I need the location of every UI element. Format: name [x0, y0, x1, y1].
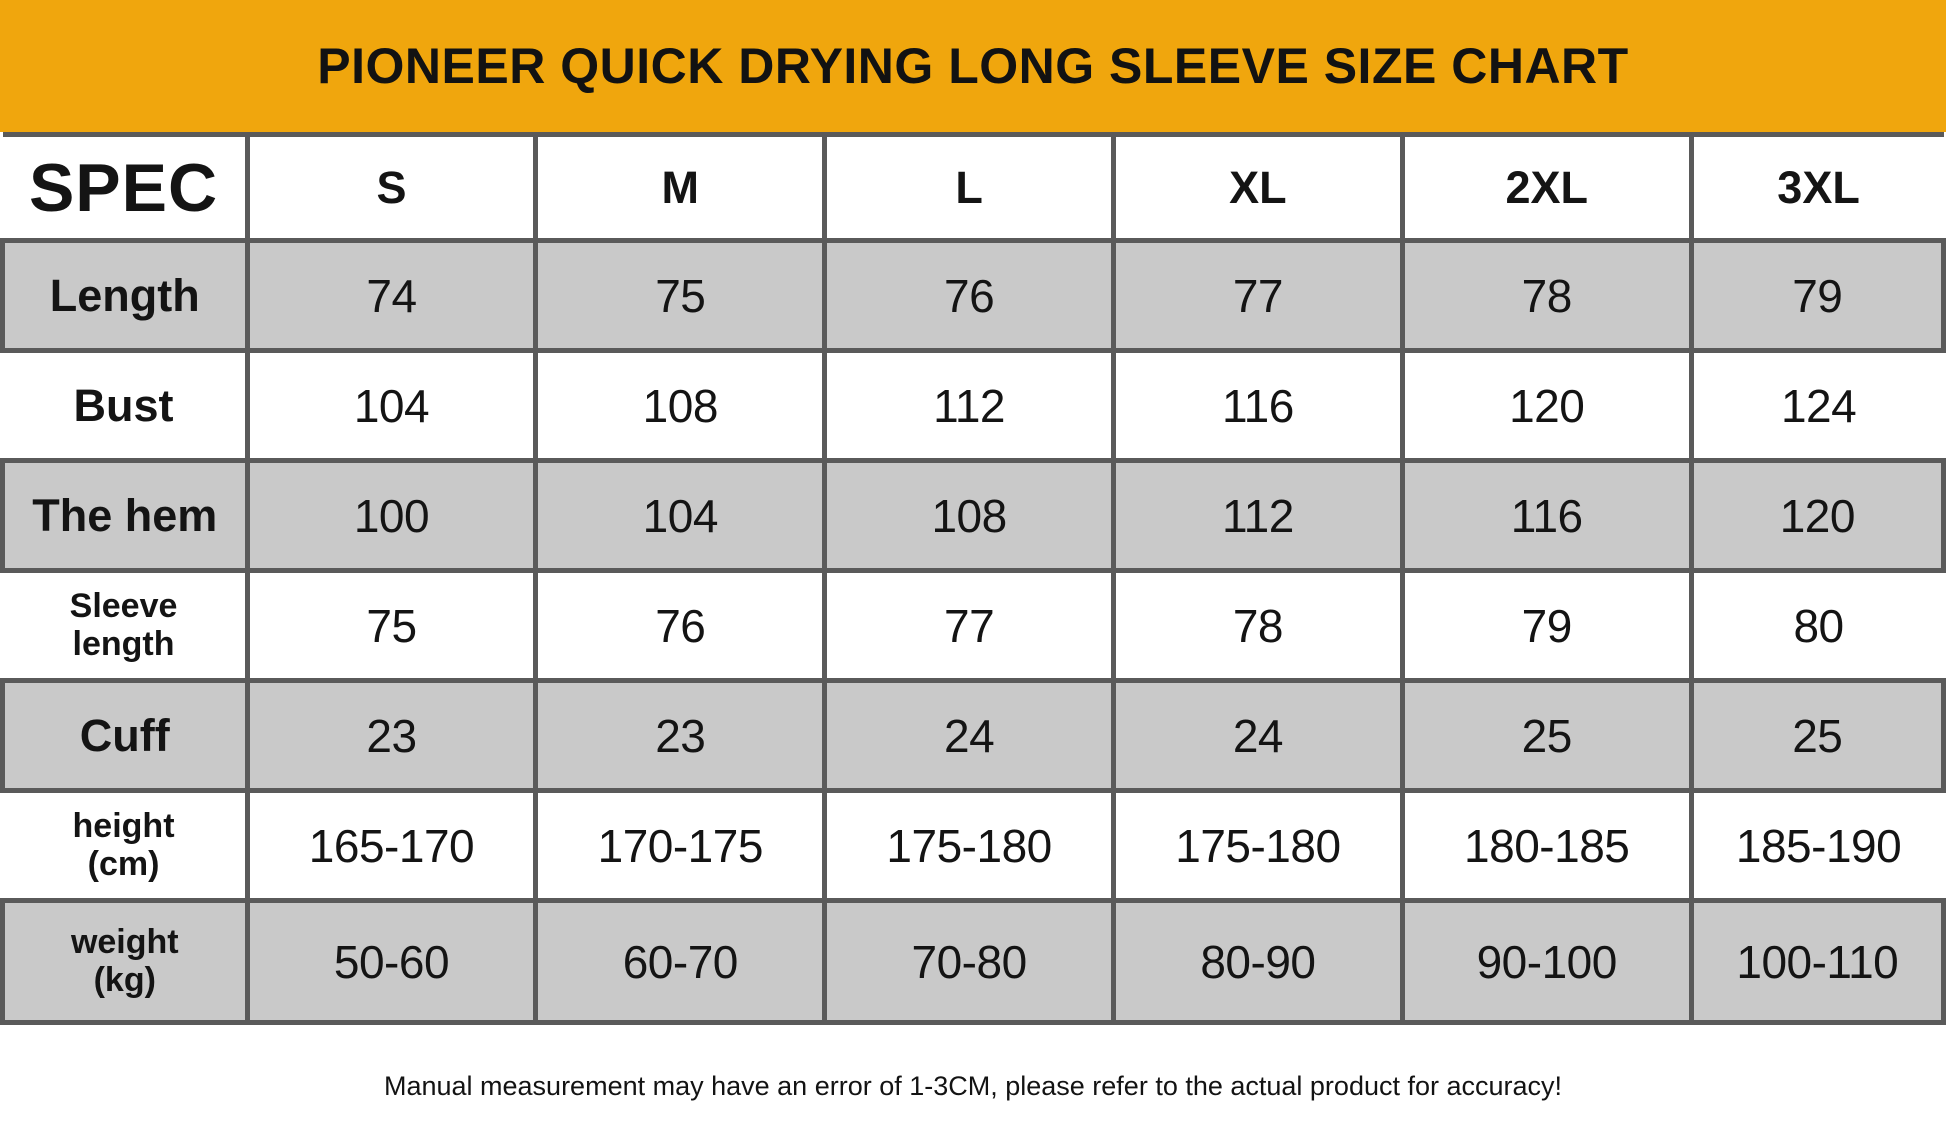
table-cell: 50-60 [244, 898, 539, 1025]
table-cell: 104 [244, 348, 539, 463]
row-label-sleeve-length: Sleeve length [2, 568, 250, 683]
row-label-bust: Bust [2, 348, 250, 463]
table-cell: 112 [822, 348, 1116, 463]
table-cell: 75 [533, 238, 828, 353]
table-cell: 100 [244, 458, 539, 573]
table-cell: 124 [1688, 348, 1944, 463]
column-header-l: L [822, 132, 1116, 243]
table-row-cuff: Cuff 23 23 24 24 25 25 [0, 678, 1946, 793]
table-cell: 79 [1399, 568, 1694, 683]
table-cell: 78 [1399, 238, 1694, 353]
column-header-s: S [244, 132, 539, 243]
table-row-length: Length 74 75 76 77 78 79 [0, 238, 1946, 353]
table-row-bust: Bust 104 108 112 116 120 124 [2, 348, 1944, 463]
column-header-3xl: 3XL [1688, 132, 1944, 243]
table-cell: 100-110 [1688, 898, 1946, 1025]
column-header-2xl: 2XL [1399, 132, 1694, 243]
table-row-hem: The hem 100 104 108 112 116 120 [0, 458, 1946, 573]
table-cell: 70-80 [822, 898, 1116, 1025]
table-cell: 104 [533, 458, 828, 573]
row-label-length: Length [0, 238, 250, 353]
table-cell: 175-180 [1111, 788, 1405, 903]
table-cell: 170-175 [533, 788, 828, 903]
table-cell: 120 [1399, 348, 1694, 463]
table-cell: 116 [1111, 348, 1405, 463]
table-cell: 24 [1111, 678, 1405, 793]
row-label-hem: The hem [0, 458, 250, 573]
table-cell: 112 [1111, 458, 1405, 573]
table-cell: 90-100 [1399, 898, 1694, 1025]
table-cell: 80-90 [1111, 898, 1405, 1025]
table-cell: 77 [822, 568, 1116, 683]
table-cell: 24 [822, 678, 1116, 793]
table-cell: 74 [244, 238, 539, 353]
row-label-weight: weight (kg) [0, 898, 250, 1025]
table-cell: 77 [1111, 238, 1405, 353]
table-row-height: height (cm) 165-170 170-175 175-180 175-… [2, 788, 1944, 903]
table-cell: 116 [1399, 458, 1694, 573]
table-cell: 60-70 [533, 898, 828, 1025]
title-banner: PIONEER QUICK DRYING LONG SLEEVE SIZE CH… [0, 0, 1946, 132]
table-cell: 108 [822, 458, 1116, 573]
row-label-cuff: Cuff [0, 678, 250, 793]
table-cell: 25 [1688, 678, 1946, 793]
header-row: SPEC S M L XL 2XL 3XL [2, 132, 1944, 243]
footer: Manual measurement may have an error of … [0, 1025, 1946, 1147]
table-cell: 25 [1399, 678, 1694, 793]
column-header-m: M [533, 132, 828, 243]
table-cell: 23 [244, 678, 539, 793]
table-row-weight: weight (kg) 50-60 60-70 70-80 80-90 90-1… [0, 898, 1946, 1025]
table-row-sleeve-length: Sleeve length 75 76 77 78 79 80 [2, 568, 1944, 683]
row-label-height: height (cm) [2, 788, 250, 903]
table-cell: 180-185 [1399, 788, 1694, 903]
table-cell: 75 [244, 568, 539, 683]
table-cell: 120 [1688, 458, 1946, 573]
table-cell: 80 [1688, 568, 1944, 683]
table-cell: 76 [822, 238, 1116, 353]
table-cell: 165-170 [244, 788, 539, 903]
table-cell: 79 [1688, 238, 1946, 353]
table-cell: 23 [533, 678, 828, 793]
page-title: PIONEER QUICK DRYING LONG SLEEVE SIZE CH… [317, 38, 1629, 94]
table-cell: 175-180 [822, 788, 1116, 903]
corner-spec-label: SPEC [2, 132, 250, 243]
column-header-xl: XL [1111, 132, 1405, 243]
table-cell: 78 [1111, 568, 1405, 683]
footnote-text: Manual measurement may have an error of … [383, 1070, 1563, 1101]
table-cell: 108 [533, 348, 828, 463]
size-table: SPEC S M L XL 2XL 3XL Length 74 75 76 77… [0, 132, 1946, 1025]
table-cell: 185-190 [1688, 788, 1944, 903]
table-cell: 76 [533, 568, 828, 683]
